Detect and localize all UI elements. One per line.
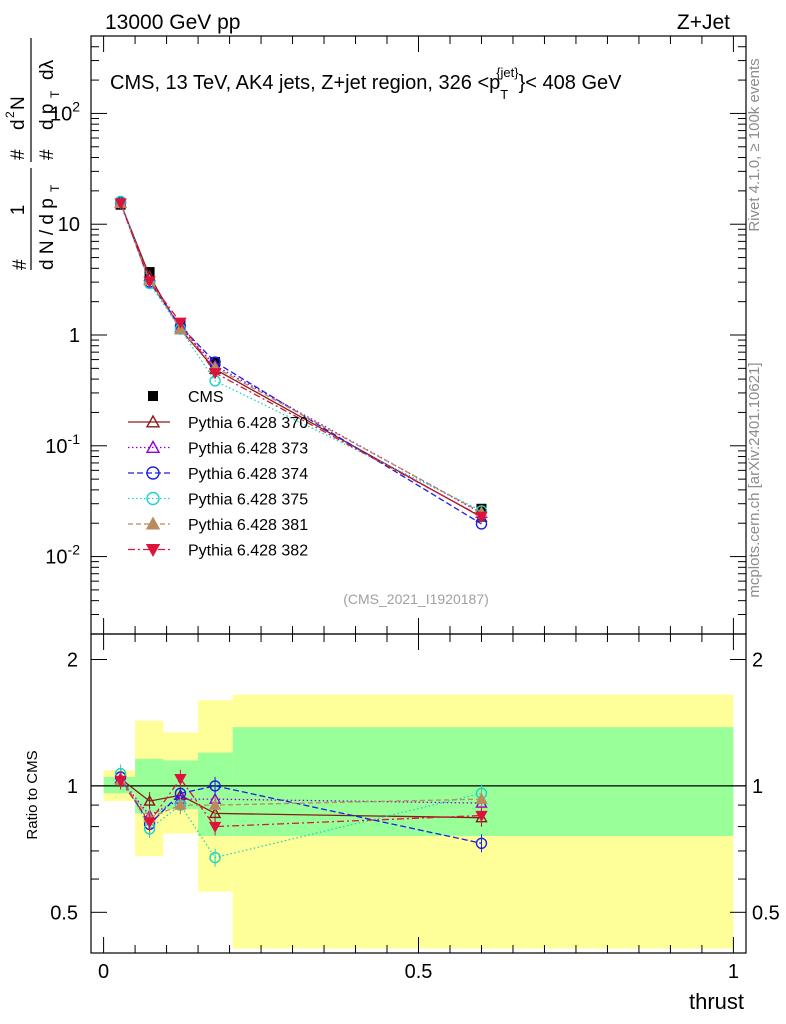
x-tick-label: 1: [728, 961, 739, 983]
legend-label-cms: CMS: [188, 389, 224, 406]
rivet-text: Rivet 4.1.0, ≥ 100k events: [746, 58, 763, 231]
legend-label: Pythia 6.428 374: [188, 466, 308, 483]
legend-label: Pythia 6.428 381: [188, 517, 308, 534]
x-tick-label: 0: [98, 961, 109, 983]
series-point-ratio: [143, 794, 156, 806]
y-tick-label-ratio-right: 1: [752, 776, 763, 798]
svg-text:2: 2: [3, 111, 17, 118]
svg-text:T: T: [48, 184, 62, 192]
series-point-ratio: [475, 837, 488, 849]
svg-text:d N / d p: d N / d p: [37, 198, 58, 270]
legend-marker-cms: [148, 391, 158, 401]
legend-label: Pythia 6.428 375: [188, 492, 308, 509]
series-point-ratio: [208, 821, 222, 834]
legend-marker: [146, 491, 160, 506]
series-line-main: [119, 202, 482, 514]
series-point-ratio: [143, 817, 156, 829]
series-point-ratio: [208, 798, 222, 810]
ratio-inner-band: [232, 727, 734, 836]
series-point-ratio: [174, 798, 187, 810]
y-tick-label-main: 102: [50, 98, 80, 125]
legend-marker: [145, 440, 161, 453]
y-tick-label-main: 1: [69, 325, 80, 347]
series-point-ratio: [209, 780, 221, 792]
series-point-ratio: [174, 774, 187, 786]
header-right: Z+Jet: [677, 11, 730, 34]
svg-text:dλ: dλ: [37, 59, 58, 80]
legend-label: Pythia 6.428 373: [188, 441, 308, 458]
x-axis-label: thrust: [689, 989, 744, 1014]
series-point-ratio: [209, 851, 221, 864]
series-line-ratio: [120, 778, 482, 817]
y-tick-label-main: 10: [58, 214, 80, 236]
y-tick-label-main: 10-2: [45, 542, 80, 569]
svg-text:#: #: [37, 149, 58, 160]
svg-text:d: d: [8, 119, 29, 130]
svg-text:T: T: [48, 90, 62, 98]
y-tick-label-ratio-right: 2: [752, 649, 763, 671]
legend-label: Pythia 6.428 370: [188, 415, 308, 432]
y-tick-label-ratio: 2: [67, 649, 78, 671]
legend: CMS Pythia 6.428 370 Pythia 6.428 373 Pythi…: [128, 389, 308, 560]
analysis-id: (CMS_2021_I1920187): [343, 591, 489, 607]
svg-text:N: N: [8, 96, 29, 110]
y-axis-label-ratio: Ratio to CMS: [24, 750, 41, 839]
series-point-main: [208, 368, 222, 380]
x-tick-label: 0.5: [405, 961, 433, 983]
series-line-main: [119, 201, 482, 512]
legend-marker: [145, 414, 161, 428]
y-axis-label-main: # 1 d N / d p T # d 2 N # d p T dλ: [3, 38, 62, 270]
series-ratio: [114, 769, 488, 836]
series-point-main: [114, 198, 127, 210]
svg-text:1: 1: [8, 205, 29, 216]
series-point-ratio: [475, 810, 488, 822]
y-tick-label-main: 10-1: [45, 431, 80, 458]
header-left: 13000 GeV pp: [105, 11, 240, 34]
legend-marker: [146, 466, 160, 480]
series-line-ratio: [120, 777, 482, 828]
y-tick-label-ratio: 0.5: [50, 902, 78, 924]
mcplots-text: mcplots.cern.ch [arXiv:2401.10621]: [746, 362, 763, 597]
svg-text:d p: d p: [37, 104, 58, 130]
y-tick-label-ratio: 1: [67, 776, 78, 798]
series-point-ratio: [114, 775, 127, 787]
series-line-main: [119, 202, 482, 518]
legend-marker: [145, 544, 161, 557]
y-tick-label-ratio-right: 0.5: [752, 902, 780, 924]
series-point-main: [174, 317, 187, 329]
ratio-panel: 0 0.5 1 0.5 0.5 1 1 2 2: [50, 633, 780, 983]
svg-text:#: #: [8, 149, 29, 160]
series-point-main: [475, 511, 488, 523]
series-point-ratio: [475, 792, 488, 804]
svg-text:#: #: [10, 259, 31, 270]
series-point-main: [143, 276, 156, 288]
legend-marker: [145, 516, 161, 530]
chart-title: CMS, 13 TeV, AK4 jets, Z+jet region, 326…: [110, 65, 622, 102]
legend-label: Pythia 6.428 382: [188, 543, 308, 560]
series-point-ratio: [208, 806, 222, 819]
main-panel: 10-2 10-1 1 10 102: [45, 35, 747, 635]
